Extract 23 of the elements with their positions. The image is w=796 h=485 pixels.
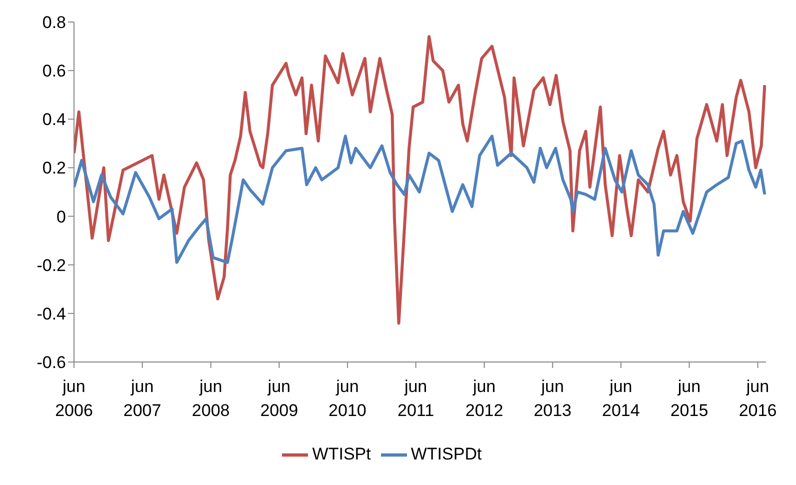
y-tick-label: 0: [56, 207, 66, 226]
y-tick-label: 0.2: [42, 158, 66, 178]
line-series: [74, 35, 766, 325]
y-tick-label: 0.6: [42, 62, 66, 81]
x-tick-label: jun 2015: [670, 377, 708, 420]
x-tick-label: jun 2008: [192, 377, 230, 420]
x-tick-label: jun 2009: [260, 377, 298, 420]
x-tick-label: jun 2006: [55, 377, 93, 420]
x-tick-label: jun 2013: [534, 377, 572, 420]
line-series: [74, 134, 766, 264]
legend-label: WTISPDt: [410, 444, 482, 464]
x-tick-label: jun 2010: [328, 377, 366, 420]
x-tick-label: jun 2007: [123, 377, 162, 420]
x-tick-label: jun 2012: [465, 377, 504, 420]
y-tick-label: 0.8: [42, 13, 66, 32]
y-tick-label: -0.4: [36, 304, 66, 324]
y-tick-label: -0.2: [36, 256, 66, 275]
x-tick-label: jun 2014: [602, 377, 640, 420]
y-tick-label: -0.6: [36, 353, 66, 372]
y-tick-label: 0.4: [42, 110, 66, 130]
x-tick-label: jun 2011: [398, 377, 434, 420]
legend-label: WTISPt: [312, 444, 371, 464]
x-tick-label: jun 2016: [738, 377, 777, 420]
